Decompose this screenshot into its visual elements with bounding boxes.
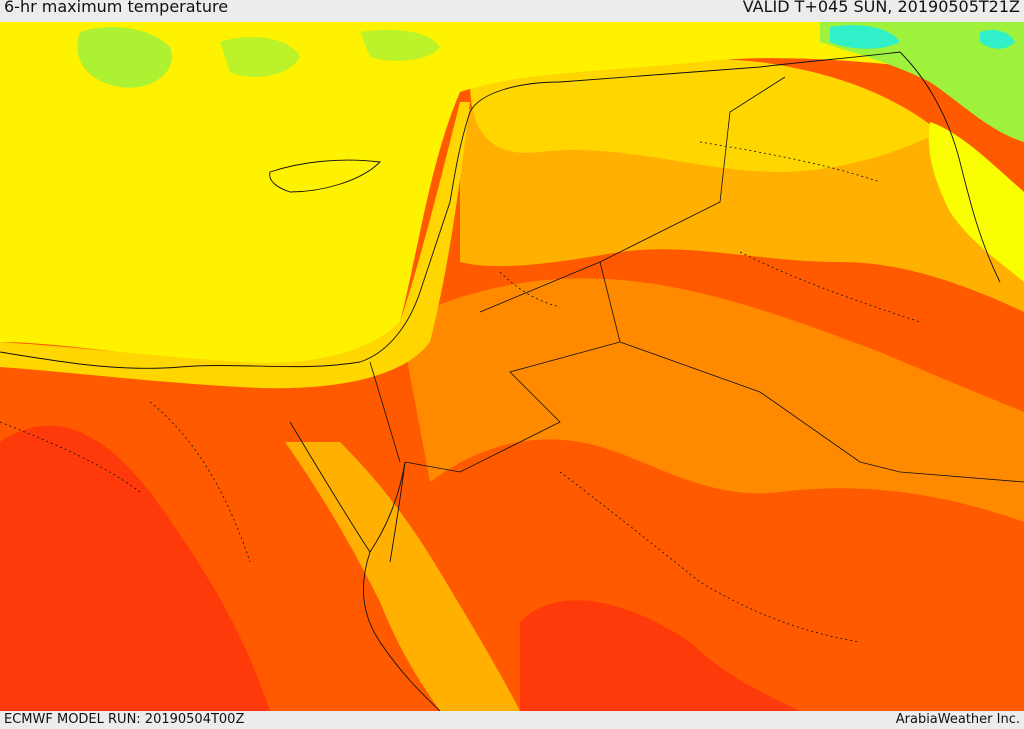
cool-patch-turkey-west [220, 37, 300, 77]
cool-patch-greece [77, 27, 172, 88]
cyan-patch-caucasus [830, 25, 900, 49]
temperature-map [0, 22, 1024, 711]
cool-patch-caucasus [820, 22, 1024, 142]
gold-zone-north [470, 58, 940, 172]
red-sea-zone [285, 442, 520, 711]
coastlines [0, 51, 1001, 711]
header-bar: 6-hr maximum temperature VALID T+045 SUN… [0, 0, 1024, 22]
temperature-map-svg [0, 22, 1024, 711]
mediterranean-yellow-zone [0, 22, 1024, 366]
light-yellow-zone-iran [928, 122, 1024, 282]
footer-bar: ECMWF MODEL RUN: 20190504T00Z ArabiaWeat… [0, 711, 1024, 729]
cyan-patch-east [980, 30, 1015, 49]
credit-label: ArabiaWeather Inc. [895, 712, 1020, 727]
valid-time-label: VALID T+045 SUN, 20190505T21Z [742, 0, 1020, 16]
orange-band-north-arabia [400, 278, 1024, 522]
hot-zone-arabia [520, 600, 800, 711]
map-title: 6-hr maximum temperature [4, 0, 229, 16]
borders [0, 76, 1024, 643]
hot-zone-egypt [0, 425, 270, 711]
model-run-label: ECMWF MODEL RUN: 20190504T00Z [4, 712, 245, 727]
cool-patch-turkey-mid [360, 29, 440, 61]
